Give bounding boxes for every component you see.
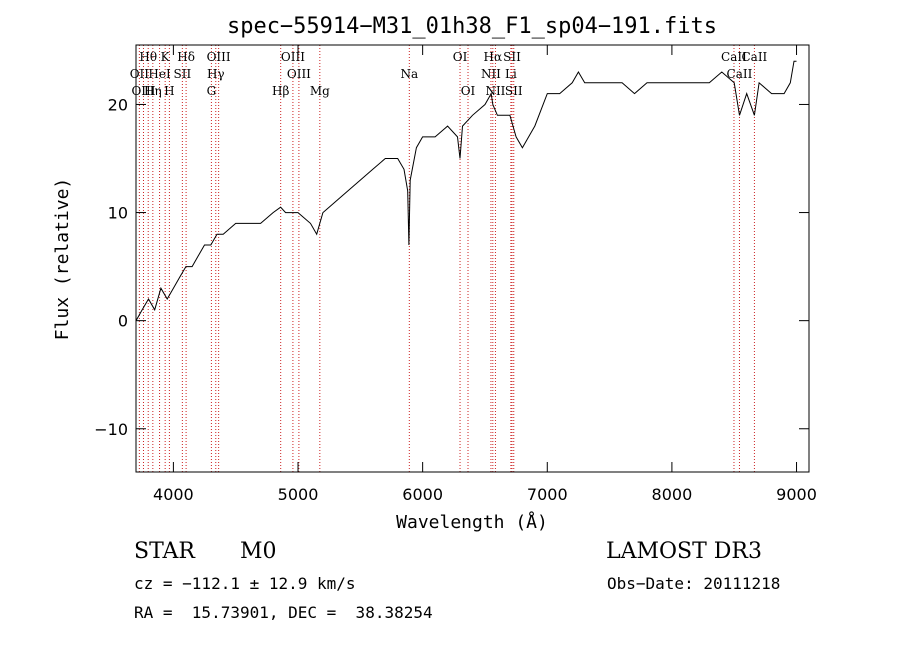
line-marker-label: Hα	[484, 50, 503, 64]
y-tick-label: 0	[118, 312, 128, 331]
line-marker-label: OIII	[207, 50, 231, 64]
line-marker-label: OI	[461, 84, 476, 98]
x-tick-label: 8000	[652, 485, 693, 504]
line-marker-label: Hθ	[139, 50, 157, 64]
x-tick-label: 7000	[527, 485, 568, 504]
y-tick-label: −10	[94, 420, 128, 439]
x-tick-label: 4000	[153, 485, 194, 504]
line-marker-label: CaII	[721, 50, 747, 64]
y-axis-label: Flux (relative)	[52, 178, 73, 341]
plot-frame	[135, 44, 810, 473]
line-marker-label: Hγ	[207, 67, 225, 81]
y-tick-label: 20	[108, 95, 128, 114]
line-marker-label: Hδ	[177, 50, 195, 64]
line-marker-label: Li	[505, 67, 517, 81]
object-subclass: M0	[240, 539, 277, 564]
line-marker-label: H	[164, 84, 174, 98]
line-marker-label: NII	[485, 84, 505, 98]
x-axis-label: Wavelength (Å)	[396, 511, 548, 533]
observation-date: Obs−Date: 20111218	[607, 574, 781, 593]
line-marker-label: NII	[481, 67, 501, 81]
line-marker-label: Na	[400, 67, 418, 81]
x-tick-label: 6000	[402, 485, 443, 504]
line-marker-label: OII	[130, 67, 150, 81]
line-marker-label: OIII	[287, 67, 311, 81]
line-marker-label: SII	[503, 50, 521, 64]
line-marker-label: Hη	[144, 84, 162, 98]
spectrum-line	[135, 60, 797, 321]
line-marker-label: HeI	[148, 67, 171, 81]
line-marker-label: K	[161, 50, 171, 64]
line-marker-label: G	[207, 84, 217, 98]
line-marker-label: OIII	[131, 84, 155, 98]
line-marker-label: Hβ	[272, 84, 289, 98]
coordinates: RA = 15.73901, DEC = 38.38254	[134, 603, 433, 622]
line-marker-label: SII	[174, 67, 192, 81]
x-tick-label: 9000	[776, 485, 817, 504]
line-marker-label: CaII	[741, 50, 767, 64]
line-marker-label: CaII	[727, 67, 753, 81]
redshift-velocity: cz = −112.1 ± 12.9 km/s	[134, 574, 356, 593]
chart-title: spec−55914−M31_01h38_F1_sp04−191.fits	[227, 14, 717, 39]
line-marker-label: SII	[505, 84, 523, 98]
line-marker-label: OIII	[281, 50, 305, 64]
x-tick-label: 5000	[278, 485, 319, 504]
survey-name: LAMOST DR3	[606, 539, 762, 564]
line-marker-label: OI	[453, 50, 468, 64]
line-marker-label: Mg	[310, 84, 330, 98]
y-tick-label: 10	[108, 204, 128, 223]
object-class: STAR	[134, 539, 195, 564]
